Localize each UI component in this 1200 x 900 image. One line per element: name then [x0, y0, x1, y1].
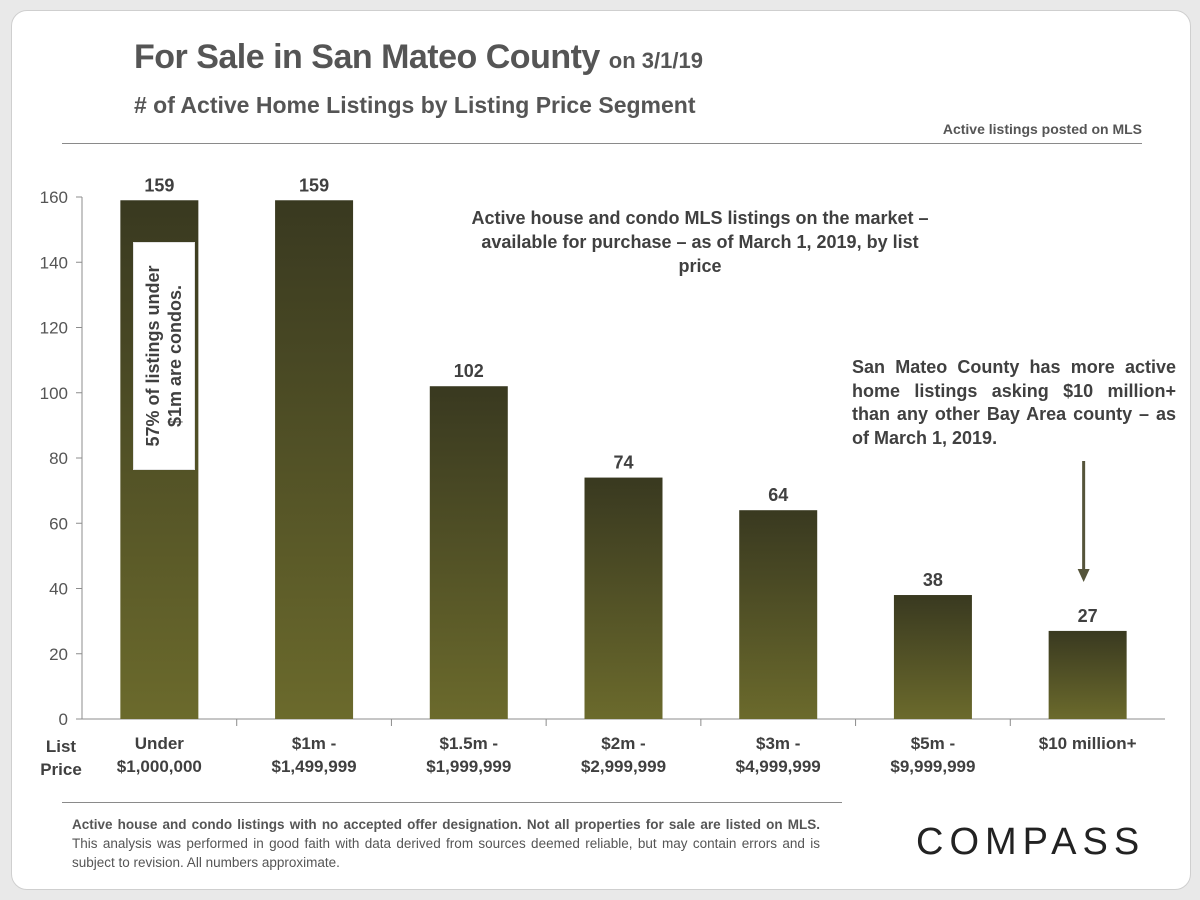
bar — [275, 200, 354, 719]
y-tick-label: 40 — [49, 580, 68, 599]
data-label: 159 — [144, 175, 174, 195]
market-callout: Active house and condo MLS listings on t… — [471, 208, 929, 276]
bar — [1048, 630, 1127, 719]
x-tick-label: $3m - — [756, 734, 800, 753]
x-tick-label: $1,000,000 — [117, 757, 202, 776]
callout-arrow — [1077, 461, 1090, 582]
data-label: 64 — [768, 485, 788, 505]
bar — [429, 386, 508, 719]
y-tick-label: 0 — [59, 710, 68, 729]
header-divider — [62, 143, 1142, 144]
x-tick-label: $2m - — [601, 734, 645, 753]
x-tick-label: $10 million+ — [1039, 734, 1137, 753]
footer-divider — [62, 802, 842, 803]
chart-subtitle: # of Active Home Listings by Listing Pri… — [134, 92, 696, 118]
data-label: 38 — [923, 570, 943, 590]
footnote-bold: Active house and condo listings with no … — [72, 817, 820, 832]
x-tick-label: $1,499,999 — [272, 757, 357, 776]
chart-axes: 0 20 40 60 80 100 120 140 160 — [40, 188, 1165, 729]
data-label: 102 — [454, 361, 484, 381]
x-tick-label: Under — [135, 734, 185, 753]
condo-note-text: 57% of listings under $1m are condos. — [143, 265, 185, 447]
data-label: 27 — [1078, 606, 1098, 626]
x-tick-label: $1.5m - — [439, 734, 498, 753]
title-text: For Sale in San Mateo County — [134, 38, 600, 76]
x-tick-label: $9,999,999 — [890, 757, 975, 776]
footnote: Active house and condo listings with no … — [72, 815, 820, 872]
x-tick-label: $1,999,999 — [426, 757, 511, 776]
x-tick-label: $1m - — [292, 734, 336, 753]
data-label: 159 — [299, 175, 329, 195]
footnote-regular: This analysis was performed in good fait… — [72, 836, 820, 870]
y-tick-label: 80 — [49, 449, 68, 468]
chart-card — [11, 10, 1191, 890]
condo-note-box: 57% of listings under $1m are condos. — [133, 242, 195, 470]
arrow-head — [1077, 569, 1090, 582]
data-label: 74 — [613, 453, 633, 473]
y-tick-label: 160 — [40, 188, 68, 207]
y-tick-label: 100 — [40, 384, 68, 403]
x-axis-title: List Price — [40, 737, 82, 779]
y-tick-label: 140 — [40, 253, 68, 272]
chart-title: For Sale in San Mateo County on 3/1/19 — [134, 38, 703, 77]
compass-logo: COMPASS — [916, 821, 1146, 863]
bar — [584, 477, 663, 719]
x-tick-label: $4,999,999 — [736, 757, 821, 776]
chart-labels: 159 Under $1,000,000 159 $1m - $1,499,999 102 $… — [117, 175, 1137, 776]
y-tick-label: 120 — [40, 319, 68, 338]
source-note: Active listings posted on MLS — [942, 121, 1142, 137]
y-tick-label: 60 — [49, 514, 68, 533]
bar — [893, 595, 972, 719]
bar — [739, 510, 818, 719]
x-tick-label: $2,999,999 — [581, 757, 666, 776]
x-tick-label: $5m - — [911, 734, 955, 753]
title-date: on 3/1/19 — [608, 48, 703, 73]
y-tick-label: 20 — [49, 645, 68, 664]
bay-area-callout: San Mateo County has more active home li… — [852, 357, 1176, 448]
